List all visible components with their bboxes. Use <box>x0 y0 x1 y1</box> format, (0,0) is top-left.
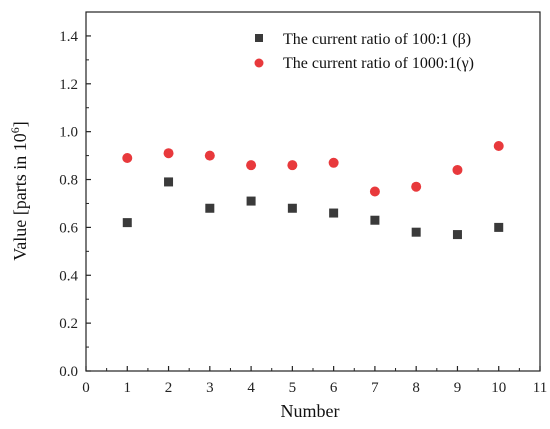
y-axis-title-main: Value [parts in 10 <box>10 133 30 260</box>
series-1-point <box>287 203 297 213</box>
x-tick-label: 6 <box>330 380 338 396</box>
series-1-point <box>494 222 504 232</box>
series-1-point <box>205 203 215 213</box>
y-tick-label: 0.8 <box>59 173 78 189</box>
series-2-point <box>493 141 504 152</box>
series-2-point <box>204 150 215 161</box>
series-1-point <box>122 218 132 228</box>
y-tick-label: 0.6 <box>59 220 78 236</box>
series-1-point <box>246 196 256 206</box>
series-1-point <box>370 215 380 225</box>
series-2-point <box>246 160 257 171</box>
x-tick-label: 10 <box>491 380 506 396</box>
series-2-point <box>287 160 298 171</box>
x-tick-label: 9 <box>454 380 462 396</box>
x-tick-label: 3 <box>206 380 214 396</box>
series-1-point <box>329 208 339 218</box>
x-axis-title: Number <box>281 401 340 421</box>
x-tick-label: 8 <box>412 380 420 396</box>
x-axis: 0 1 2 3 4 5 6 7 8 9 10 11 <box>82 366 547 396</box>
x-tick-label: 4 <box>247 380 255 396</box>
legend-label-series-2: The current ratio of 1000:1(γ) <box>283 55 474 72</box>
x-tick-label: 5 <box>289 380 297 396</box>
legend-label-series-1: The current ratio of 100:1 (β) <box>283 31 471 48</box>
series-2-point <box>369 186 380 197</box>
series-2-point <box>122 152 133 163</box>
y-tick-label: 1.2 <box>59 77 78 93</box>
x-tick-label: 2 <box>165 380 173 396</box>
series-2-point <box>163 148 174 159</box>
x-tick-label: 7 <box>371 380 379 396</box>
y-tick-label: 0.2 <box>59 316 78 332</box>
y-axis: 0.0 0.2 0.4 0.6 0.8 1.0 1.2 1.4 <box>59 11 91 380</box>
x-tick-label: 0 <box>82 380 90 396</box>
legend: The current ratio of 100:1 (β) The curre… <box>254 31 474 72</box>
y-axis-title-superscript: 6 <box>8 127 22 133</box>
y-tick-label: 1.0 <box>59 125 78 141</box>
series-2-point <box>452 164 463 175</box>
series-1-point <box>164 177 174 187</box>
x-tick-label: 1 <box>124 380 132 396</box>
x-tick-label: 11 <box>533 380 547 396</box>
y-tick-label: 0.4 <box>59 268 78 284</box>
series-1-point <box>452 230 462 240</box>
series-2-point <box>328 157 339 168</box>
data-points <box>122 141 504 240</box>
legend-marker-series-1 <box>255 34 263 42</box>
series-1-point <box>411 227 421 237</box>
y-axis-title: Value [parts in 106] <box>8 121 30 260</box>
y-tick-label: 1.4 <box>59 29 78 45</box>
y-axis-title-end: ] <box>10 121 30 127</box>
y-tick-label: 0.0 <box>59 364 78 380</box>
series-2-point <box>411 181 422 192</box>
legend-marker-series-2 <box>254 58 264 68</box>
